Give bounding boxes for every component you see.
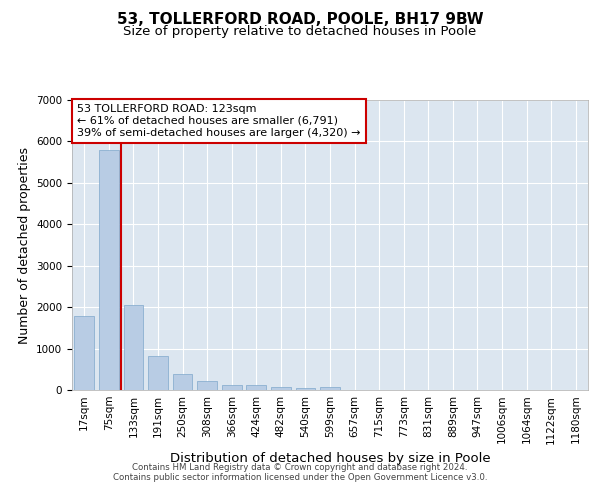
Bar [320,388,340,390]
Bar [296,388,315,390]
Y-axis label: Number of detached properties: Number of detached properties [17,146,31,344]
Bar [197,381,217,390]
Bar [74,316,94,390]
Text: Contains public sector information licensed under the Open Government Licence v3: Contains public sector information licen… [113,474,487,482]
Text: Contains HM Land Registry data © Crown copyright and database right 2024.: Contains HM Land Registry data © Crown c… [132,464,468,472]
Bar [148,356,168,390]
Bar [222,386,242,390]
Bar [99,150,119,390]
Bar [271,388,290,390]
Bar [247,386,266,390]
Text: 53 TOLLERFORD ROAD: 123sqm
← 61% of detached houses are smaller (6,791)
39% of s: 53 TOLLERFORD ROAD: 123sqm ← 61% of deta… [77,104,361,138]
Bar [173,374,193,390]
X-axis label: Distribution of detached houses by size in Poole: Distribution of detached houses by size … [170,452,490,465]
Text: Size of property relative to detached houses in Poole: Size of property relative to detached ho… [124,25,476,38]
Bar [124,304,143,390]
Text: 53, TOLLERFORD ROAD, POOLE, BH17 9BW: 53, TOLLERFORD ROAD, POOLE, BH17 9BW [116,12,484,28]
